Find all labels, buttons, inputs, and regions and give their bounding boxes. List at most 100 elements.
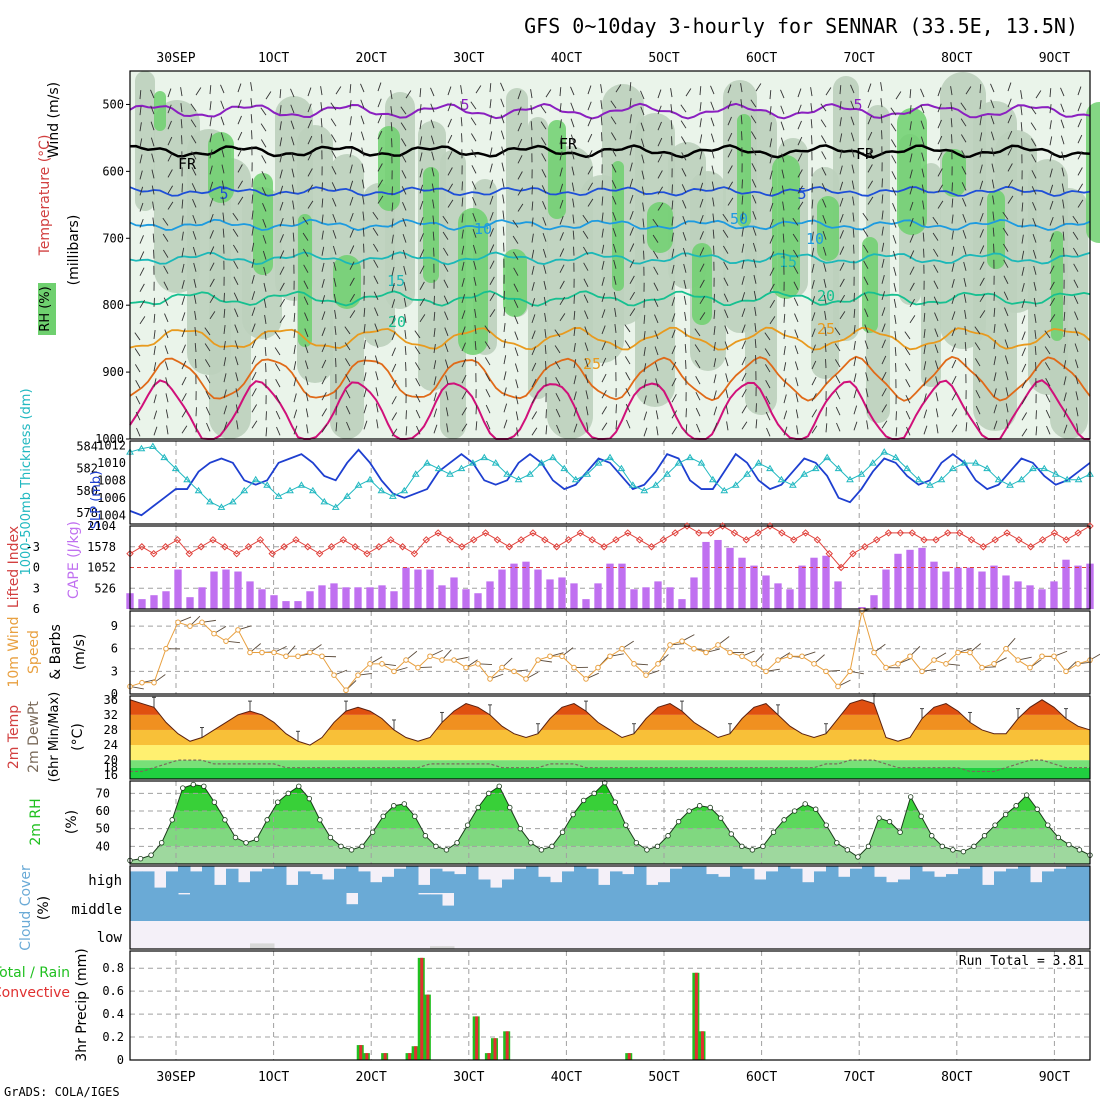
cloud-cell — [334, 893, 347, 921]
wind-barb — [321, 375, 327, 385]
wind-barb — [961, 182, 967, 191]
wind-barb — [570, 86, 575, 96]
cloud-cell — [538, 893, 551, 921]
date-label: 4OCT — [551, 51, 582, 66]
wind-barb — [612, 211, 617, 221]
wind-barb — [330, 118, 337, 127]
cape-bar — [198, 587, 206, 609]
thickness-point — [377, 486, 386, 494]
wind-barb — [964, 309, 967, 319]
wind-speed-point — [139, 679, 145, 686]
wind-barb — [390, 106, 393, 116]
wind-barb — [403, 281, 407, 291]
wind-barb — [153, 313, 156, 323]
wind-barb — [484, 325, 491, 334]
wind-barb — [863, 276, 869, 285]
wind-barb — [391, 347, 396, 357]
wind-tick-label: 0 — [111, 687, 118, 701]
wind-barb — [373, 291, 379, 301]
wind-barb — [1007, 195, 1014, 204]
lifted-index-point — [884, 529, 893, 537]
wind-barb — [223, 373, 227, 383]
wind-barb — [1045, 409, 1051, 419]
wind-speed-point — [955, 649, 961, 656]
wind-barb — [979, 245, 985, 254]
wind-barb — [470, 133, 477, 142]
wind-barb — [279, 153, 283, 163]
wind-barb — [584, 326, 589, 336]
wind-barb — [643, 379, 647, 389]
wind-barb — [780, 121, 785, 131]
contour-label: 15 — [387, 272, 405, 290]
wind-barb — [822, 230, 827, 240]
cape-bar — [774, 583, 782, 609]
wind-barb — [643, 330, 646, 341]
wind-barb — [1002, 227, 1009, 236]
wind-barb — [1074, 343, 1079, 353]
contour-label: 10 — [474, 220, 492, 238]
rh-point — [939, 843, 946, 850]
wind-barb — [741, 195, 744, 205]
wind-barb — [1075, 375, 1079, 385]
wind-barb — [867, 148, 873, 157]
date-label: 5OCT — [648, 1070, 679, 1085]
cloud-cell — [1066, 866, 1079, 893]
wind-barb — [979, 310, 986, 319]
rh-point — [338, 843, 344, 850]
wind-barb — [684, 327, 687, 338]
wind-barb — [780, 105, 785, 115]
cloud-cell — [178, 866, 191, 893]
cloud-cell — [898, 893, 911, 921]
cloud-cell — [394, 868, 407, 893]
wind-barb — [304, 328, 309, 338]
wind-speed-point — [451, 657, 457, 663]
wind-barb — [402, 233, 407, 243]
wind-barb — [555, 392, 561, 402]
lifted-index-point — [1003, 529, 1011, 537]
cape-bar — [474, 593, 482, 609]
wind-barb — [992, 227, 995, 237]
wind-barb — [321, 424, 328, 433]
rh-shading — [1051, 231, 1063, 341]
wind-barb — [1062, 199, 1065, 209]
wind-barb — [950, 102, 953, 112]
wind-barb — [263, 298, 267, 308]
wind-barb — [825, 423, 828, 433]
wind-barb — [951, 408, 958, 417]
wind-barb — [251, 258, 255, 268]
thickness-point — [206, 497, 214, 505]
wind-barb — [839, 133, 843, 143]
wind-barb — [139, 202, 144, 212]
wind-barb — [556, 424, 561, 434]
slp-tick-label: 1012 — [97, 438, 126, 452]
temp-tick-label: 16 — [104, 768, 118, 782]
wind-barb — [402, 202, 407, 211]
wind-barb — [419, 104, 422, 114]
wind-speed-point — [883, 664, 889, 671]
wind-barb — [390, 90, 393, 100]
wind-barb — [643, 395, 647, 405]
rh-shading — [503, 249, 527, 317]
wind-barb — [500, 98, 505, 108]
wind-barb — [629, 194, 634, 204]
cape-bar — [402, 567, 410, 609]
cloud-cell — [1042, 893, 1055, 921]
wind-barb — [671, 426, 678, 435]
wind-barb — [951, 359, 957, 369]
cape-bar — [1050, 581, 1058, 609]
wind-barb — [332, 213, 337, 223]
thickness-point — [1017, 475, 1026, 483]
wind-barb — [754, 338, 757, 349]
wind-barb — [1049, 88, 1052, 98]
wind-barb — [559, 232, 564, 241]
wind-barb — [723, 293, 729, 303]
wind-barb — [752, 210, 757, 220]
wind-barb — [375, 371, 379, 381]
rh-point — [591, 790, 597, 797]
rh-tick-label: 70 — [96, 786, 110, 800]
wind-barb — [682, 231, 687, 241]
wind-barb — [962, 213, 967, 223]
wind-barb — [530, 105, 533, 115]
wind-barb — [190, 135, 197, 144]
wind-barb — [512, 251, 519, 260]
